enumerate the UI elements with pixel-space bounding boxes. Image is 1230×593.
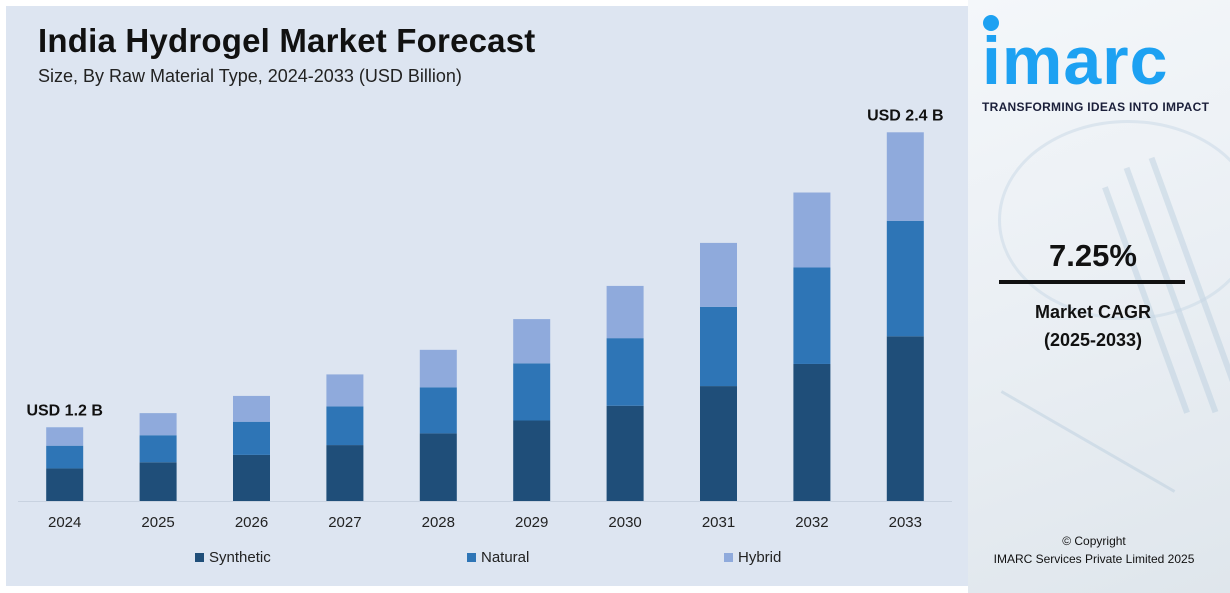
bar-natural-2029 — [513, 363, 551, 421]
x-tick-label: 2026 — [235, 514, 268, 531]
legend-swatch-synthetic — [195, 553, 204, 562]
bar-synthetic-2030 — [606, 405, 644, 501]
x-tick-label: 2030 — [608, 514, 641, 531]
cagr-label-line2: (2025-2033) — [1043, 330, 1143, 350]
x-tick-label: 2025 — [141, 514, 174, 531]
copyright: © Copyright IMARC Services Private Limit… — [968, 532, 1220, 568]
x-tick-label: 2032 — [795, 514, 828, 531]
logo-tagline: TRANSFORMING IDEAS INTO IMPACT — [982, 100, 1210, 114]
legend-label-hybrid: Hybrid — [738, 549, 781, 566]
bar-synthetic-2032 — [793, 363, 831, 501]
x-tick-label: 2028 — [422, 514, 455, 531]
sidebar-panel: imarc TRANSFORMING IDEAS INTO IMPACT 7.2… — [968, 0, 1230, 593]
bar-hybrid-2029 — [513, 319, 551, 364]
bar-hybrid-2030 — [606, 285, 644, 339]
x-tick-label: 2031 — [702, 514, 735, 531]
bar-hybrid-2033 — [886, 132, 924, 221]
bar-natural-2031 — [700, 306, 737, 387]
logo-wordmark: imarc — [982, 23, 1168, 90]
decorative-line — [1000, 390, 1176, 493]
bar-natural-2032 — [793, 267, 831, 364]
bar-synthetic-2031 — [700, 386, 737, 501]
bar-synthetic-2026 — [233, 454, 270, 501]
bar-synthetic-2024 — [46, 468, 84, 501]
data-label-total-2033: USD 2.4 B — [867, 107, 943, 124]
legend-swatch-natural — [467, 553, 476, 562]
bar-hybrid-2028 — [419, 349, 457, 388]
bar-natural-2027 — [326, 406, 364, 446]
bar-hybrid-2032 — [793, 192, 831, 268]
bar-hybrid-2025 — [139, 413, 177, 436]
stacked-bar-chart: 2024 2025 2026 2027 2028 2029 2030 2031 2032 2033… — [18, 107, 952, 566]
bar-synthetic-2028 — [419, 433, 457, 501]
bar-hybrid-2026 — [233, 395, 270, 422]
bar-natural-2030 — [606, 338, 644, 406]
chart-title: India Hydrogel Market Forecast — [38, 22, 536, 59]
cagr-label-line1: Market CAGR — [1034, 302, 1152, 322]
cagr-value: 7.25% — [1049, 238, 1137, 273]
cagr-divider — [999, 280, 1185, 284]
copyright-line1: © Copyright — [1062, 534, 1126, 548]
cagr-label: Market CAGR (2025-2033) — [968, 298, 1218, 354]
legend-swatch-hybrid — [724, 553, 733, 562]
x-tick-label: 2027 — [328, 514, 361, 531]
data-label-total-2024: USD 1.2 B — [26, 402, 102, 419]
bar-natural-2028 — [419, 387, 457, 434]
bar-natural-2026 — [233, 421, 270, 455]
bar-synthetic-2029 — [513, 420, 551, 501]
x-tick-label: 2029 — [515, 514, 548, 531]
bar-synthetic-2027 — [326, 445, 364, 501]
bar-hybrid-2027 — [326, 374, 364, 407]
chart-subtitle: Size, By Raw Material Type, 2024-2033 (U… — [38, 66, 462, 86]
decorative-arc — [998, 120, 1230, 320]
legend-label-natural: Natural — [481, 549, 529, 566]
bar-synthetic-2025 — [139, 462, 177, 501]
imarc-logo: imarc — [982, 15, 1168, 90]
bar-hybrid-2024 — [46, 427, 84, 446]
bar-hybrid-2031 — [700, 242, 737, 307]
x-tick-label: 2024 — [48, 514, 81, 531]
bar-natural-2033 — [886, 220, 924, 337]
x-tick-label: 2033 — [889, 514, 922, 531]
bar-synthetic-2033 — [886, 336, 924, 501]
legend-label-synthetic: Synthetic — [209, 549, 271, 566]
bar-natural-2025 — [139, 435, 177, 463]
bar-natural-2024 — [46, 445, 84, 469]
copyright-line2: IMARC Services Private Limited 2025 — [993, 552, 1195, 566]
